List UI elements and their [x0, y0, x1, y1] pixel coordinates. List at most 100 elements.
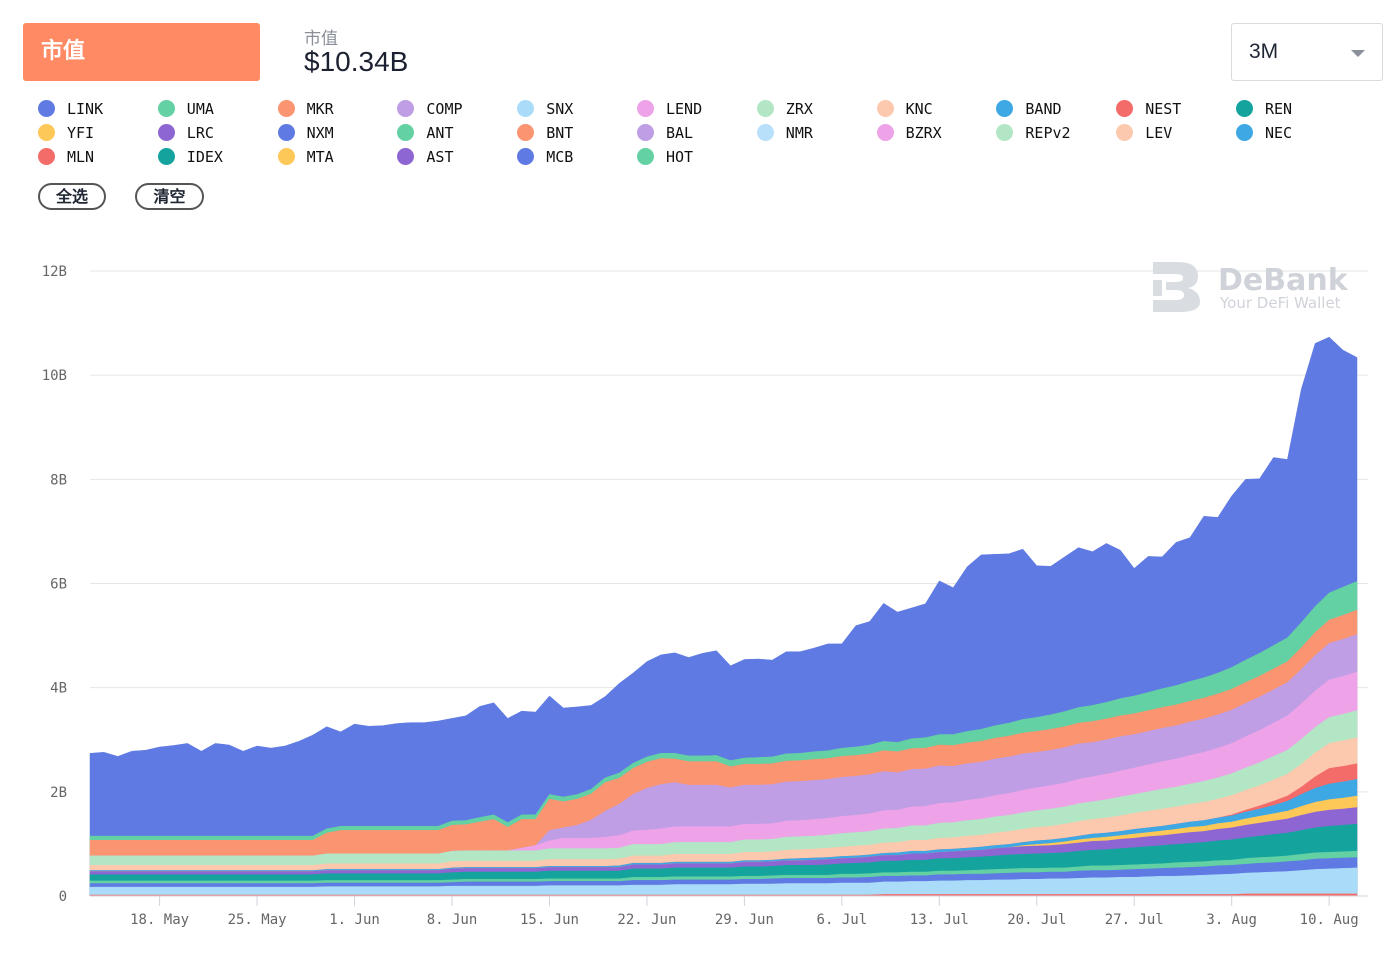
legend-item-mcb[interactable]: MCB — [517, 147, 632, 167]
legend-item-nest[interactable]: NEST — [1116, 99, 1231, 119]
market-cap-chart: 0 2B 4B 6B 8B 10B 12B 18. May 25. May 1. Jun 8. J… — [42, 262, 1368, 928]
legend-dot-icon — [1236, 100, 1253, 117]
x-axis-ticks: 18. May 25. May 1. Jun 8. Jun 15. Jun 22. Jun… — [130, 896, 1359, 928]
legend-item-yfi[interactable]: YFI — [38, 123, 153, 143]
legend-item-ast[interactable]: AST — [397, 147, 512, 167]
x-tick-label: 18. May — [130, 912, 189, 928]
legend-dot-icon — [277, 124, 295, 141]
x-tick-label: 13. Jul — [910, 912, 969, 928]
watermark-brand: DeBank — [1218, 263, 1349, 298]
x-tick-label: 1. Jun — [329, 912, 380, 928]
legend-label: REPv2 — [1025, 124, 1071, 142]
legend-label: UMA — [186, 100, 214, 118]
legend-dot-icon — [517, 100, 535, 117]
legend-item-snx[interactable]: SNX — [517, 99, 632, 119]
legend-item-lend[interactable]: LEND — [637, 99, 752, 119]
legend-dot-icon — [637, 124, 654, 141]
market-cap-tab-label: 市值 — [41, 39, 86, 64]
legend-label: AST — [426, 148, 454, 166]
time-range-select[interactable]: 3M — [1231, 23, 1383, 81]
legend-item-lev[interactable]: LEV — [1116, 123, 1231, 143]
legend-label: BNT — [546, 124, 574, 142]
legend-label: MKR — [306, 100, 334, 118]
legend-dot-icon — [637, 148, 654, 165]
legend-item-knc[interactable]: KNC — [876, 99, 992, 119]
legend-label: BAL — [666, 124, 694, 142]
legend-label: BZRX — [905, 124, 942, 142]
legend-item-bal[interactable]: BAL — [637, 123, 752, 143]
legend-item-bnt[interactable]: BNT — [517, 123, 632, 143]
chevron-down-icon — [1351, 50, 1365, 57]
x-tick-label: 8. Jun — [427, 912, 478, 928]
legend-dot-icon — [1116, 124, 1134, 141]
x-tick-label: 27. Jul — [1105, 912, 1164, 928]
legend-item-uma[interactable]: UMA — [157, 99, 273, 119]
legend-dot-icon — [996, 124, 1014, 141]
y-tick-label: 0 — [59, 889, 67, 905]
stacked-areas — [89, 336, 1368, 897]
legend-label: ANT — [426, 124, 454, 142]
clear-label: 清空 — [153, 187, 186, 206]
x-tick-label: 20. Jul — [1007, 912, 1066, 928]
legend-dot-icon — [157, 124, 175, 141]
legend-item-ren[interactable]: REN — [1236, 99, 1351, 119]
x-tick-label: 15. Jun — [520, 912, 579, 928]
legend-item-mln[interactable]: MLN — [38, 147, 153, 167]
legend-dot-icon — [756, 100, 774, 117]
clear-button[interactable]: 清空 — [135, 183, 204, 210]
legend-label: LRC — [186, 124, 214, 142]
legend-item-repv2[interactable]: REPv2 — [996, 123, 1111, 143]
legend-label: HOT — [666, 148, 694, 166]
legend-label: MLN — [67, 148, 95, 166]
x-tick-label: 3. Aug — [1206, 912, 1257, 928]
legend-item-nxm[interactable]: NXM — [277, 123, 393, 143]
legend-item-nec[interactable]: NEC — [1236, 123, 1351, 143]
legend-label: YFI — [67, 124, 95, 142]
legend-item-comp[interactable]: COMP — [397, 99, 512, 119]
legend-item-nmr[interactable]: NMR — [756, 123, 872, 143]
legend-dot-icon — [277, 148, 295, 165]
x-tick-label: 29. Jun — [715, 912, 774, 928]
y-tick-label: 10B — [42, 368, 67, 384]
legend-item-ant[interactable]: ANT — [397, 123, 512, 143]
debank-logo-icon — [1153, 262, 1200, 312]
legend-label: NMR — [785, 124, 813, 142]
legend-item-band[interactable]: BAND — [996, 99, 1111, 119]
legend-item-bzrx[interactable]: BZRX — [876, 123, 992, 143]
y-tick-label: 6B — [50, 577, 67, 593]
legend-item-link[interactable]: LINK — [38, 99, 153, 119]
legend-item-mta[interactable]: MTA — [277, 147, 393, 167]
metric-value: $10.34B — [304, 46, 409, 77]
select-all-label: 全选 — [55, 187, 88, 206]
legend-dot-icon — [876, 100, 894, 117]
legend-label: BAND — [1025, 100, 1062, 118]
legend-dot-icon — [1116, 100, 1134, 117]
legend-dot-icon — [38, 124, 55, 141]
x-tick-label: 6. Jul — [817, 912, 868, 928]
legend-label: IDEX — [186, 148, 223, 166]
legend-label: COMP — [426, 100, 463, 118]
legend-item-lrc[interactable]: LRC — [157, 123, 273, 143]
legend-dot-icon — [397, 124, 415, 141]
legend-dot-icon — [637, 100, 654, 117]
y-axis-ticks: 0 2B 4B 6B 8B 10B 12B — [42, 264, 67, 905]
legend-item-zrx[interactable]: ZRX — [756, 99, 872, 119]
legend-label: MCB — [546, 148, 574, 166]
x-tick-label: 25. May — [228, 912, 287, 928]
legend-label: KNC — [905, 100, 933, 118]
legend-label: NXM — [306, 124, 334, 142]
area-series-mln — [89, 893, 1358, 897]
legend-label: NEST — [1145, 100, 1182, 118]
y-tick-label: 4B — [50, 681, 67, 697]
legend-label: REN — [1265, 100, 1293, 118]
legend-label: LEND — [666, 100, 703, 118]
legend-dot-icon — [157, 148, 175, 165]
legend-item-mkr[interactable]: MKR — [277, 99, 393, 119]
metric-label: 市值 — [304, 29, 338, 49]
legend-dot-icon — [38, 100, 55, 117]
market-cap-tab[interactable]: 市值 — [23, 23, 260, 81]
legend-item-hot[interactable]: HOT — [637, 147, 752, 167]
legend-item-idex[interactable]: IDEX — [157, 147, 273, 167]
legend-dot-icon — [756, 124, 774, 141]
select-all-button[interactable]: 全选 — [38, 183, 106, 210]
